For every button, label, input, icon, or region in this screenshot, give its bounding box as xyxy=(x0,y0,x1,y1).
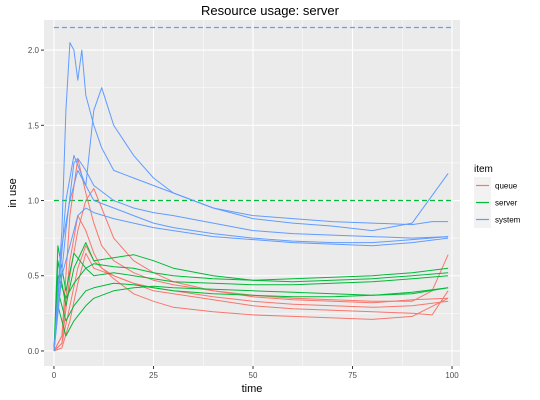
series-line-server xyxy=(53,245,449,352)
y-tick-label: 0.5 xyxy=(28,272,40,281)
legend-label-queue: queue xyxy=(495,182,518,191)
legend: item queue server system xyxy=(474,164,521,228)
series-line-system xyxy=(53,169,449,352)
legend-title: item xyxy=(474,164,493,175)
legend-label-system: system xyxy=(495,216,521,225)
series-line-queue xyxy=(53,252,449,352)
series-line-queue xyxy=(53,188,449,352)
y-tick-label: 2.0 xyxy=(28,46,40,55)
series-line-server xyxy=(53,267,449,352)
series-layer xyxy=(53,26,453,352)
x-axis-label: time xyxy=(242,383,263,395)
x-axis: 0 25 50 75 100 xyxy=(52,366,459,380)
y-axis-label: in use xyxy=(7,178,19,207)
series-line-server xyxy=(53,282,449,352)
series-line-server xyxy=(53,285,449,352)
x-tick-label: 100 xyxy=(445,371,459,380)
x-tick-label: 0 xyxy=(52,371,57,380)
y-axis: 0.0 0.5 1.0 1.5 2.0 xyxy=(28,46,44,356)
x-tick-label: 25 xyxy=(149,371,158,380)
series-line-queue xyxy=(53,245,449,352)
series-line-system xyxy=(53,157,449,352)
chart-title: Resource usage: server xyxy=(201,3,340,18)
x-tick-label: 75 xyxy=(348,371,357,380)
series-line-system xyxy=(53,42,449,352)
series-line-server xyxy=(53,242,449,352)
y-tick-label: 1.0 xyxy=(28,197,40,206)
series-line-system xyxy=(53,87,449,352)
y-tick-label: 1.5 xyxy=(28,121,40,130)
series-line-system xyxy=(53,207,449,352)
series-line-queue xyxy=(53,215,449,352)
x-tick-label: 50 xyxy=(249,371,258,380)
y-tick-label: 0.0 xyxy=(28,347,40,356)
plot-panel xyxy=(44,20,460,366)
legend-label-server: server xyxy=(495,199,518,208)
